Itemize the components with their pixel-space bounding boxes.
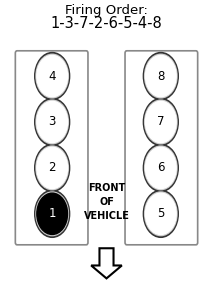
Polygon shape <box>91 248 122 278</box>
Circle shape <box>37 147 68 189</box>
Text: 7: 7 <box>157 115 165 129</box>
Circle shape <box>35 144 70 191</box>
Circle shape <box>145 193 176 234</box>
Circle shape <box>145 55 176 97</box>
Circle shape <box>145 100 177 144</box>
Circle shape <box>35 190 70 237</box>
Circle shape <box>143 144 178 191</box>
Text: Firing Order:: Firing Order: <box>65 4 148 17</box>
Circle shape <box>36 100 68 144</box>
Text: 1-3-7-2-6-5-4-8: 1-3-7-2-6-5-4-8 <box>51 16 162 31</box>
FancyBboxPatch shape <box>125 51 198 245</box>
FancyBboxPatch shape <box>15 51 88 245</box>
Circle shape <box>143 53 178 100</box>
Circle shape <box>37 193 68 234</box>
Text: 5: 5 <box>157 207 164 220</box>
Circle shape <box>36 54 68 98</box>
Text: 2: 2 <box>48 161 56 174</box>
Circle shape <box>145 147 176 189</box>
Text: 6: 6 <box>157 161 165 174</box>
Circle shape <box>37 101 68 143</box>
Circle shape <box>143 190 178 237</box>
Text: FRONT
OF
VEHICLE: FRONT OF VEHICLE <box>83 183 130 221</box>
Circle shape <box>36 192 68 236</box>
Circle shape <box>37 55 68 97</box>
Text: 8: 8 <box>157 69 164 83</box>
Circle shape <box>145 146 177 190</box>
Text: 1: 1 <box>48 207 56 220</box>
Circle shape <box>35 53 70 100</box>
Text: 3: 3 <box>49 115 56 129</box>
Circle shape <box>145 192 177 236</box>
Circle shape <box>35 98 70 146</box>
Text: 4: 4 <box>48 69 56 83</box>
Circle shape <box>143 98 178 146</box>
Circle shape <box>145 101 176 143</box>
Circle shape <box>145 54 177 98</box>
Circle shape <box>36 146 68 190</box>
